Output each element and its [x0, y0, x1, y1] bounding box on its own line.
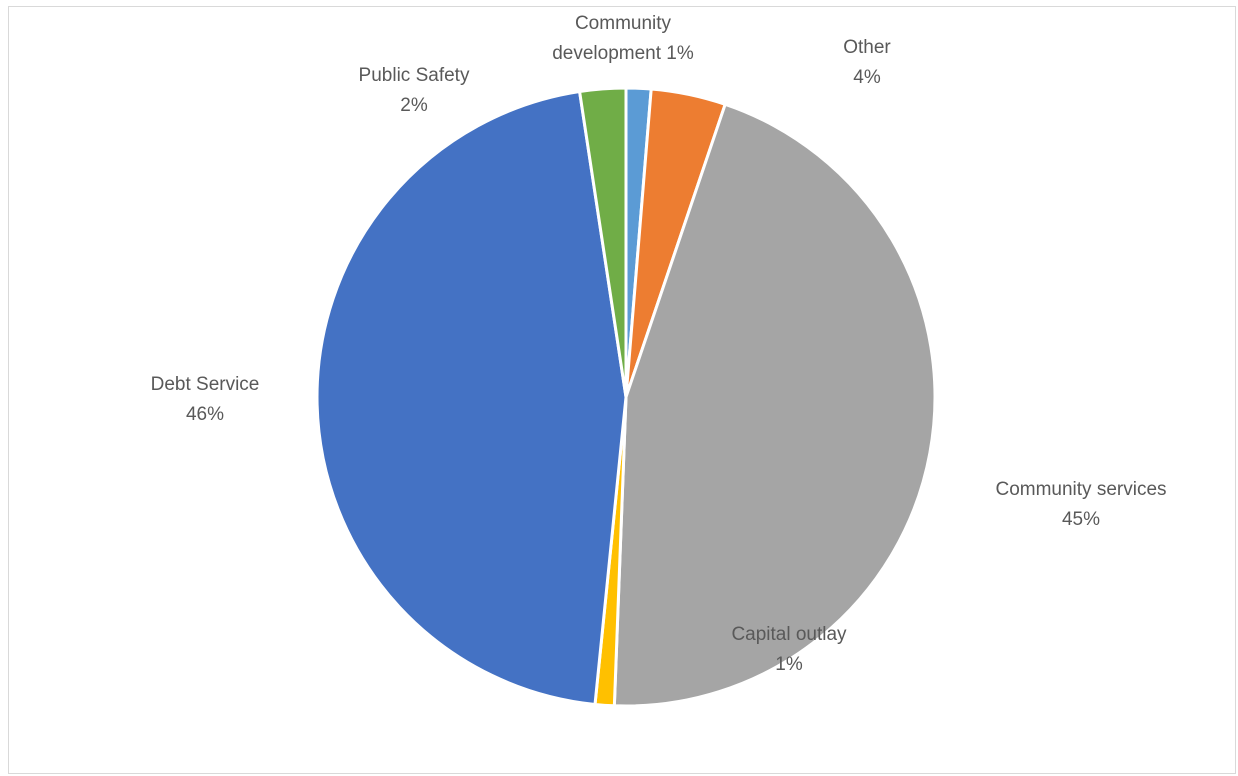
pie-slices: [315, 86, 937, 708]
data-label-line: 1%: [775, 654, 803, 675]
data-label-line: 2%: [400, 95, 428, 116]
data-label-line: Public Safety: [359, 65, 470, 86]
data-label-line: 45%: [1062, 509, 1100, 530]
data-label-debt-service: Debt Service 46%: [151, 374, 260, 425]
pie-slice-public-safety: [578, 86, 628, 399]
data-label-line: Capital outlay: [731, 624, 847, 645]
data-label-line: Community services: [995, 479, 1166, 500]
pie-slice-debt-service: [315, 90, 628, 706]
data-label-community-services: Community services 45%: [995, 479, 1166, 530]
chart-area: Community development 1% Other 4% Community …: [8, 6, 1236, 774]
data-label-line: development 1%: [552, 43, 694, 64]
data-label-community-development: Community development 1%: [552, 13, 694, 64]
data-label-line: 46%: [186, 404, 224, 425]
data-label-other: Other 4%: [843, 37, 891, 88]
data-label-line: 4%: [853, 67, 881, 88]
data-label-line: Community: [575, 13, 672, 34]
pie-chart: Community development 1% Other 4% Community …: [151, 13, 1167, 708]
data-label-line: Other: [843, 37, 891, 58]
data-label-capital-outlay: Capital outlay 1%: [731, 624, 847, 675]
pie-slice-community-services: [612, 102, 937, 708]
data-label-public-safety: Public Safety 2%: [359, 65, 470, 116]
data-label-line: Debt Service: [151, 374, 260, 395]
pie-labels: Community development 1% Other 4% Community …: [151, 13, 1167, 675]
